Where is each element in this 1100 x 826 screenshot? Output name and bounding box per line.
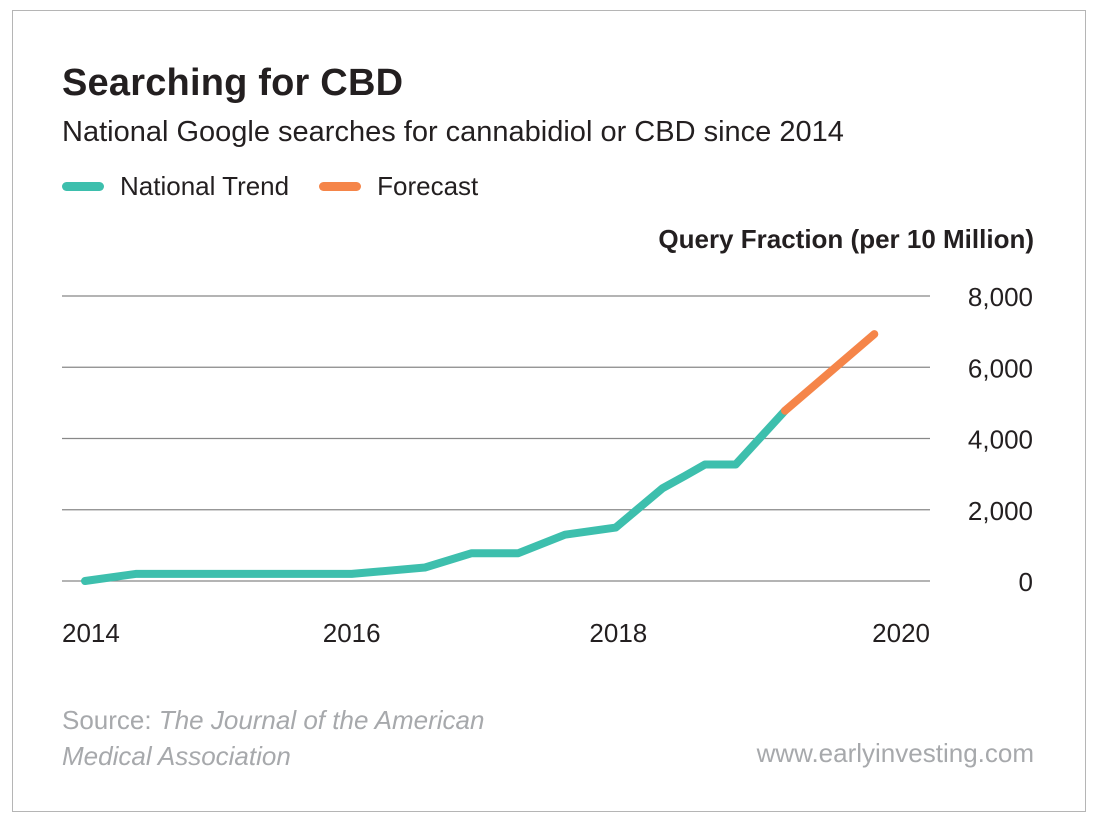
legend-swatch-national-trend <box>62 181 104 191</box>
legend-swatch-forecast <box>319 181 362 191</box>
legend-label-forecast: Forecast <box>377 170 479 201</box>
x-tick-label: 2018 <box>589 618 647 648</box>
y-axis-title: Query Fraction (per 10 Million) <box>658 224 1034 254</box>
y-tick-label: 4,000 <box>968 425 1033 455</box>
legend-item-forecast: Forecast <box>319 171 478 202</box>
x-tick-label: 2016 <box>323 618 381 648</box>
source-title: The Journal of the American Medical Asso… <box>62 705 485 771</box>
chart-title: Searching for CBD <box>62 62 404 104</box>
series-line-forecast <box>781 330 879 415</box>
x-tick-label: 2014 <box>62 618 120 648</box>
y-tick-label: 8,000 <box>968 282 1033 312</box>
chart-frame <box>12 10 1086 812</box>
source-note: Source: The Journal of the American Medi… <box>62 702 502 774</box>
legend: National Trend Forecast <box>62 169 508 203</box>
y-tick-label: 2,000 <box>968 496 1033 526</box>
chart-subtitle: National Google searches for cannabidiol… <box>62 116 844 148</box>
series-line-national-trend <box>81 406 789 585</box>
legend-item-national-trend: National Trend <box>62 171 289 202</box>
x-tick-label: 2020 <box>872 618 930 648</box>
legend-label-national-trend: National Trend <box>120 170 290 201</box>
source-prefix: Source: <box>62 705 159 735</box>
website-credit: www.earlyinvesting.com <box>756 738 1034 768</box>
y-tick-label: 6,000 <box>968 353 1033 383</box>
y-tick-label: 0 <box>1019 567 1033 597</box>
